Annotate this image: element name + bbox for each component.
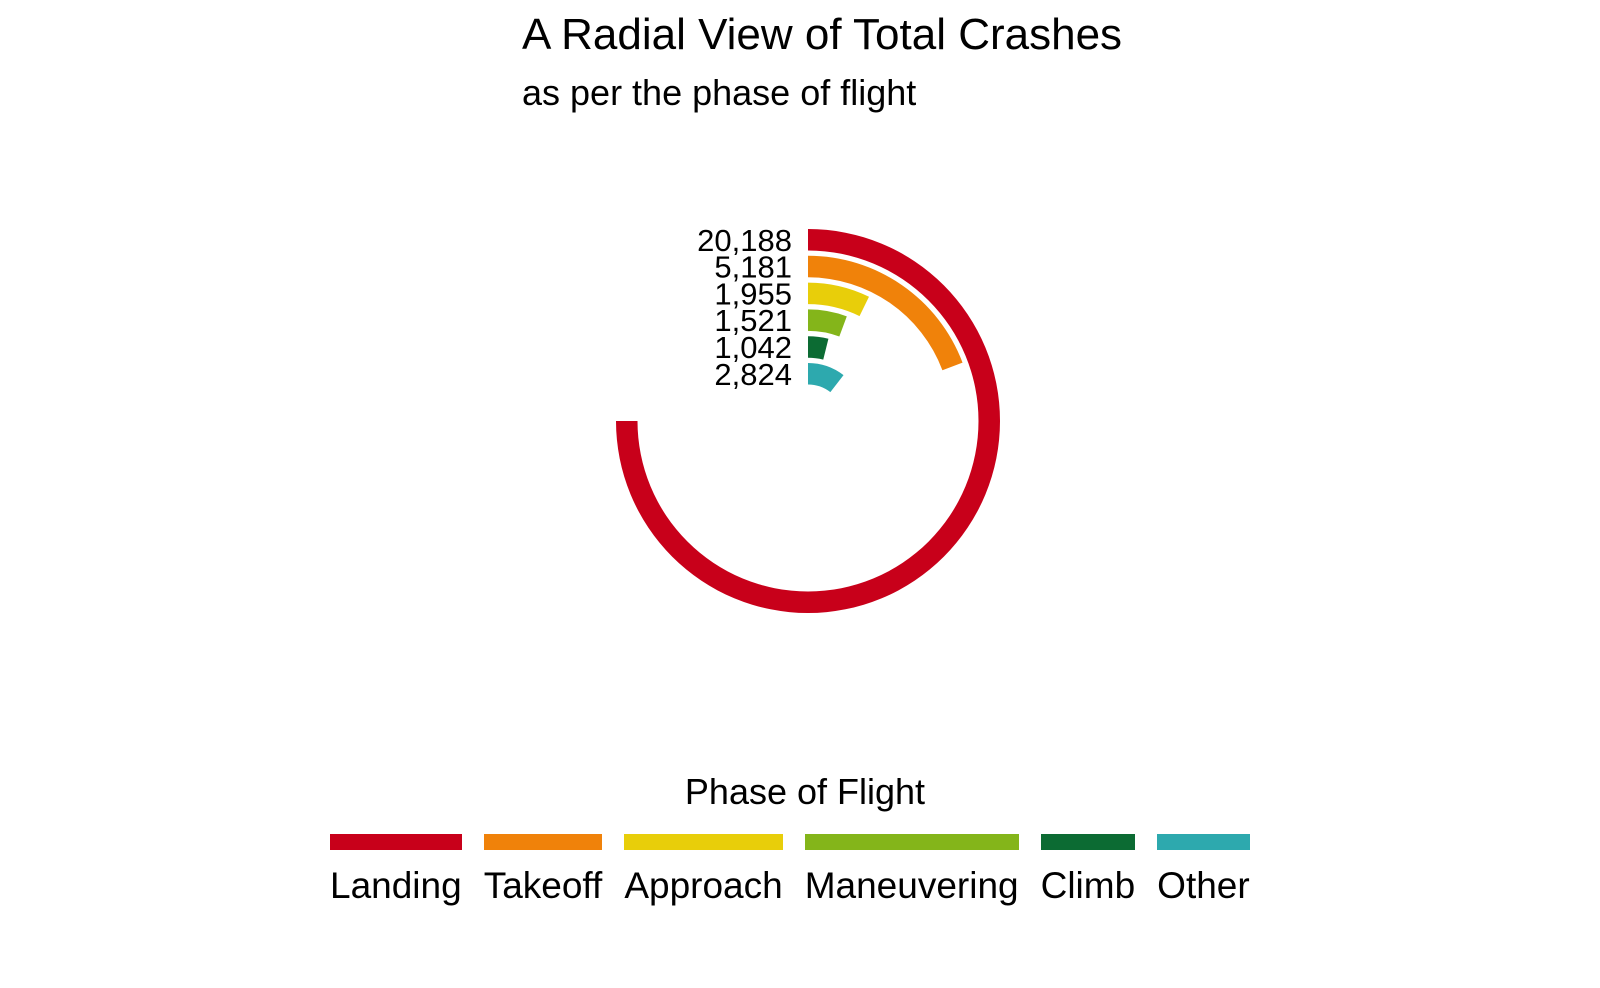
legend-item-other: Other [1157, 834, 1250, 908]
legend-label-approach: Approach [624, 865, 783, 906]
legend-title: Phase of Flight [684, 771, 926, 812]
value-label-climb: 1,042 [714, 330, 792, 365]
legend-item-takeoff: Takeoff [483, 834, 603, 908]
legend-item-climb: Climb [1040, 834, 1136, 908]
legend-item-landing: Landing [330, 834, 462, 908]
value-label-takeoff: 5,181 [714, 250, 792, 285]
chart-subtitle: as per the phase of flight [522, 72, 917, 113]
value-label-landing: 20,188 [697, 223, 792, 258]
legend-label-landing: Landing [330, 865, 462, 906]
radial-bar-other [808, 363, 844, 393]
legend-label-climb: Climb [1040, 865, 1136, 906]
value-label-approach: 1,955 [714, 276, 792, 311]
legend-swatch-maneuvering [804, 834, 1019, 850]
legend-label-maneuvering: Maneuvering [804, 865, 1019, 906]
legend: Landing Takeoff Approach Maneuvering Climb Ot… [330, 834, 1250, 908]
legend-label-other: Other [1157, 865, 1250, 906]
radial-bar-maneuvering [808, 309, 847, 337]
legend-swatch-approach [624, 834, 783, 850]
chart-title: A Radial View of Total Crashes [522, 10, 1123, 59]
legend-item-approach: Approach [624, 834, 783, 908]
radial-bar-approach [808, 282, 869, 317]
legend-swatch-landing [330, 834, 462, 850]
legend-label-takeoff: Takeoff [483, 865, 603, 906]
value-label-other: 2,824 [714, 357, 792, 392]
legend-swatch-climb [1040, 834, 1136, 850]
value-label-maneuvering: 1,521 [714, 303, 792, 338]
radial-bar-takeoff [808, 255, 963, 371]
legend-item-maneuvering: Maneuvering [804, 834, 1019, 908]
radial-bar-climb [808, 336, 829, 360]
legend-swatch-other [1157, 834, 1250, 850]
legend-swatch-takeoff [483, 834, 603, 850]
